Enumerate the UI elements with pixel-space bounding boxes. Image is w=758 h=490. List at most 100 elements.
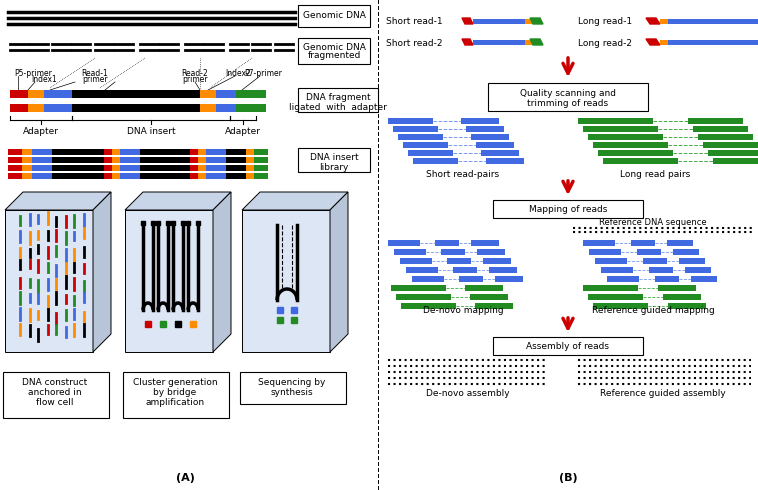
Bar (22, 173, 32, 179)
Polygon shape (462, 18, 473, 24)
Bar (688, 118, 743, 124)
Bar (593, 303, 648, 309)
Bar (603, 158, 678, 164)
Bar (240, 372, 346, 404)
Bar (140, 165, 190, 171)
Polygon shape (5, 210, 93, 352)
Bar (8, 149, 22, 155)
Bar (246, 165, 254, 171)
Bar (391, 285, 446, 291)
Text: Short read-1: Short read-1 (386, 18, 443, 26)
Bar (447, 258, 471, 264)
Text: DNA insert: DNA insert (127, 126, 175, 136)
Bar (649, 267, 673, 273)
Bar (226, 157, 246, 163)
Bar (400, 258, 432, 264)
Bar (601, 267, 633, 273)
Text: library: library (319, 163, 349, 172)
Text: DNA insert: DNA insert (310, 152, 359, 162)
Bar (583, 240, 615, 246)
Text: P7-primer: P7-primer (244, 69, 282, 77)
Bar (393, 126, 438, 132)
Bar (461, 118, 499, 124)
Bar (216, 90, 236, 98)
Text: Index1: Index1 (31, 74, 57, 83)
Bar (198, 165, 206, 171)
Bar (398, 134, 443, 140)
Bar (120, 157, 140, 163)
Text: Assembly of reads: Assembly of reads (527, 342, 609, 350)
Bar (200, 104, 216, 112)
Bar (3, 372, 109, 418)
Bar (489, 267, 517, 273)
Text: De-novo assembly: De-novo assembly (426, 389, 510, 397)
Bar (206, 173, 226, 179)
Bar (226, 149, 246, 155)
Bar (198, 173, 206, 179)
Bar (486, 158, 524, 164)
Bar (388, 240, 420, 246)
Bar (595, 258, 627, 264)
Bar (44, 104, 72, 112)
Text: Mapping of reads: Mapping of reads (529, 204, 607, 214)
Text: P5-primer: P5-primer (14, 69, 52, 77)
Text: primer: primer (82, 74, 108, 83)
Bar (22, 157, 32, 163)
Text: Reference DNA sequence: Reference DNA sequence (599, 218, 706, 226)
Bar (200, 90, 216, 98)
Bar (668, 19, 758, 24)
Bar (477, 249, 505, 255)
Bar (668, 303, 706, 309)
Text: DNA construct: DNA construct (23, 377, 88, 387)
Bar (473, 19, 525, 24)
Bar (466, 126, 504, 132)
Bar (698, 134, 753, 140)
Bar (140, 149, 190, 155)
Bar (476, 142, 514, 148)
Bar (28, 90, 44, 98)
Bar (298, 148, 370, 172)
Text: amplification: amplification (146, 397, 205, 407)
Bar (206, 165, 226, 171)
Text: (B): (B) (559, 473, 578, 483)
Bar (481, 150, 519, 156)
Text: (A): (A) (176, 473, 195, 483)
Text: Read-1: Read-1 (82, 69, 108, 77)
Bar (32, 157, 52, 163)
Bar (190, 165, 198, 171)
Bar (123, 372, 229, 418)
Bar (408, 150, 453, 156)
Polygon shape (462, 39, 473, 45)
Text: Long read-1: Long read-1 (578, 18, 632, 26)
Bar (667, 240, 693, 246)
Bar (493, 337, 643, 355)
Bar (140, 157, 190, 163)
Bar (406, 267, 438, 273)
Bar (112, 165, 120, 171)
Bar (470, 294, 508, 300)
Bar (685, 267, 711, 273)
Text: Quality scanning and: Quality scanning and (520, 89, 616, 98)
Bar (254, 157, 268, 163)
Bar (495, 276, 523, 282)
Text: trimming of reads: trimming of reads (528, 98, 609, 107)
Text: anchored in: anchored in (28, 388, 82, 396)
Bar (32, 173, 52, 179)
Bar (246, 149, 254, 155)
Bar (120, 165, 140, 171)
Bar (22, 149, 32, 155)
Bar (631, 240, 655, 246)
Bar (488, 83, 648, 111)
Text: Cluster generation: Cluster generation (133, 377, 218, 387)
Bar (475, 303, 513, 309)
Bar (236, 90, 266, 98)
Bar (226, 165, 246, 171)
Bar (8, 173, 22, 179)
Text: Long read pairs: Long read pairs (620, 170, 690, 178)
Bar (190, 157, 198, 163)
Text: ligated  with  adapter: ligated with adapter (289, 102, 387, 112)
Text: De-novo mapping: De-novo mapping (423, 305, 503, 315)
Bar (483, 258, 511, 264)
Polygon shape (646, 39, 660, 45)
Text: synthesis: synthesis (271, 388, 313, 396)
